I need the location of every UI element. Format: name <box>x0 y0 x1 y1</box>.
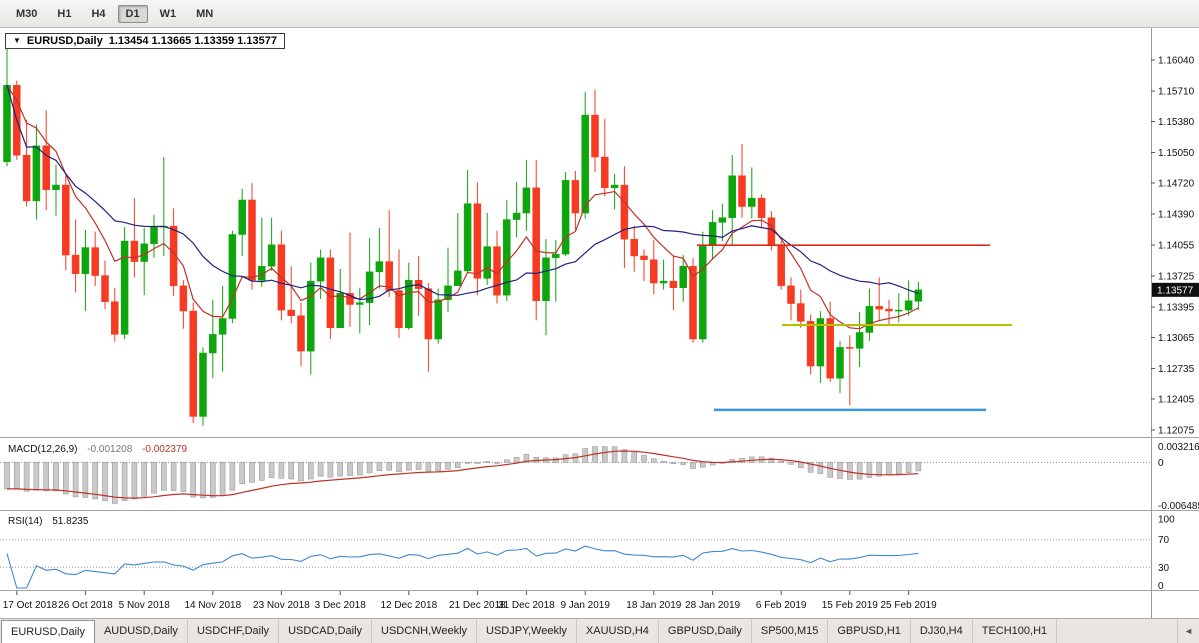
chart-tab-gbpusd-daily[interactable]: GBPUSD,Daily <box>659 619 752 643</box>
svg-text:31 Dec 2018: 31 Dec 2018 <box>498 600 555 611</box>
date-axis: 17 Oct 2018 26 Oct 2018 5 Nov 2018 14 Nov 2… <box>3 591 937 611</box>
chart-window: 0.003216 0 -0.006485 100 70 30 0 1.16040 1.15710… <box>0 28 1199 618</box>
svg-text:1.14390: 1.14390 <box>1158 209 1195 220</box>
chart-title-box[interactable]: ▼ EURUSD,Daily 1.13454 1.13665 1.13359 1… <box>5 33 285 49</box>
timeframe-button-h4[interactable]: H4 <box>83 5 113 23</box>
svg-text:1.13577: 1.13577 <box>1157 285 1194 296</box>
chart-tab-usdcnh-weekly[interactable]: USDCNH,Weekly <box>372 619 478 643</box>
svg-text:3 Dec 2018: 3 Dec 2018 <box>315 600 367 611</box>
svg-text:1.12735: 1.12735 <box>1158 364 1195 375</box>
rsi-value: 51.8235 <box>52 516 89 527</box>
moving-average-lines <box>6 84 919 330</box>
svg-text:70: 70 <box>1158 535 1170 546</box>
chart-ohlc-values: 1.13454 1.13665 1.13359 1.13577 <box>108 35 277 47</box>
chart-svg[interactable]: 0.003216 0 -0.006485 100 70 30 0 1.16040 1.15710… <box>0 28 1199 618</box>
svg-text:1.14055: 1.14055 <box>1158 241 1195 252</box>
chart-tab-xauusd-h4[interactable]: XAUUSD,H4 <box>577 619 659 643</box>
svg-text:25 Feb 2019: 25 Feb 2019 <box>881 600 938 611</box>
chart-tab-tech100-h1[interactable]: TECH100,H1 <box>973 619 1058 643</box>
svg-text:1.15710: 1.15710 <box>1158 86 1195 97</box>
chart-tabbar: EURUSD,Daily AUDUSD,Daily USDCHF,Daily USDC… <box>0 618 1199 643</box>
svg-text:15 Feb 2019: 15 Feb 2019 <box>822 600 879 611</box>
chart-tab-audusd-daily[interactable]: AUDUSD,Daily <box>95 619 188 643</box>
svg-text:1.14720: 1.14720 <box>1158 179 1195 190</box>
chart-tab-sp500-m15[interactable]: SP500,M15 <box>752 619 829 643</box>
svg-text:0.003216: 0.003216 <box>1158 442 1199 453</box>
current-price-badge: 1.13577 <box>1152 282 1199 297</box>
rsi-name: RSI(14) <box>8 516 43 527</box>
chart-tab-eurusd-daily[interactable]: EURUSD,Daily <box>1 620 95 643</box>
svg-text:100: 100 <box>1158 515 1175 526</box>
svg-text:28 Jan 2019: 28 Jan 2019 <box>685 600 740 611</box>
macd-main-value: -0.001208 <box>87 444 133 455</box>
svg-text:17 Oct 2018: 17 Oct 2018 <box>3 600 58 611</box>
svg-text:6 Feb 2019: 6 Feb 2019 <box>756 600 807 611</box>
svg-text:14 Nov 2018: 14 Nov 2018 <box>184 600 241 611</box>
chart-tab-usdchf-daily[interactable]: USDCHF,Daily <box>188 619 280 643</box>
timeframe-button-m30[interactable]: M30 <box>8 5 45 23</box>
svg-text:5 Nov 2018: 5 Nov 2018 <box>119 600 171 611</box>
chart-tab-gbpusd-h1[interactable]: GBPUSD,H1 <box>828 619 911 643</box>
svg-text:1.13395: 1.13395 <box>1158 302 1195 313</box>
macd-name: MACD(12,26,9) <box>8 444 78 455</box>
svg-text:23 Nov 2018: 23 Nov 2018 <box>253 600 310 611</box>
timeframe-button-d1[interactable]: D1 <box>117 4 148 23</box>
svg-text:26 Oct 2018: 26 Oct 2018 <box>58 600 113 611</box>
chart-symbol-label: EURUSD,Daily <box>26 35 103 47</box>
timeframe-buttons: M30 H1 H4 D1 W1 MN <box>8 4 225 23</box>
chart-tab-usdcad-daily[interactable]: USDCAD,Daily <box>279 619 373 643</box>
svg-text:9 Jan 2019: 9 Jan 2019 <box>560 600 610 611</box>
timeframe-button-mn[interactable]: MN <box>188 5 221 23</box>
timeframe-button-h1[interactable]: H1 <box>49 5 79 23</box>
price-axis: 1.16040 1.15710 1.15380 1.15050 1.14720 1.143… <box>0 28 1199 618</box>
svg-text:21 Dec 2018: 21 Dec 2018 <box>449 600 506 611</box>
svg-text:1.12405: 1.12405 <box>1158 395 1195 406</box>
timeframe-button-w1[interactable]: W1 <box>152 5 185 23</box>
svg-text:0: 0 <box>1158 458 1164 469</box>
svg-text:-0.006485: -0.006485 <box>1158 501 1199 512</box>
svg-text:18 Jan 2019: 18 Jan 2019 <box>626 600 681 611</box>
collapse-triangle-icon[interactable]: ▼ <box>13 36 21 45</box>
svg-text:1.13725: 1.13725 <box>1158 272 1195 283</box>
horizontal-trendlines <box>697 244 1012 412</box>
svg-text:1.15380: 1.15380 <box>1158 117 1195 128</box>
svg-text:0: 0 <box>1158 581 1164 592</box>
timeframe-toolbar: M30 H1 H4 D1 W1 MN <box>0 0 1199 28</box>
macd-signal-value: -0.002379 <box>142 444 188 455</box>
svg-text:1.15050: 1.15050 <box>1158 148 1195 159</box>
macd-panel: 0.003216 0 -0.006485 <box>0 442 1199 512</box>
rsi-label: RSI(14) 51.8235 <box>8 516 88 527</box>
chart-tab-usdjpy-weekly[interactable]: USDJPY,Weekly <box>477 619 577 643</box>
svg-text:1.12075: 1.12075 <box>1158 426 1195 437</box>
tabbar-scroll-left-icon[interactable]: ◄ <box>1177 619 1199 643</box>
chart-tab-dj30-h4[interactable]: DJ30,H4 <box>911 619 973 643</box>
svg-text:1.13065: 1.13065 <box>1158 333 1195 344</box>
svg-text:30: 30 <box>1158 563 1170 574</box>
svg-text:1.16040: 1.16040 <box>1158 56 1195 67</box>
rsi-panel: 100 70 30 0 <box>0 515 1175 592</box>
svg-text:12 Dec 2018: 12 Dec 2018 <box>380 600 437 611</box>
macd-label: MACD(12,26,9) -0.001208 -0.002379 <box>8 444 187 455</box>
